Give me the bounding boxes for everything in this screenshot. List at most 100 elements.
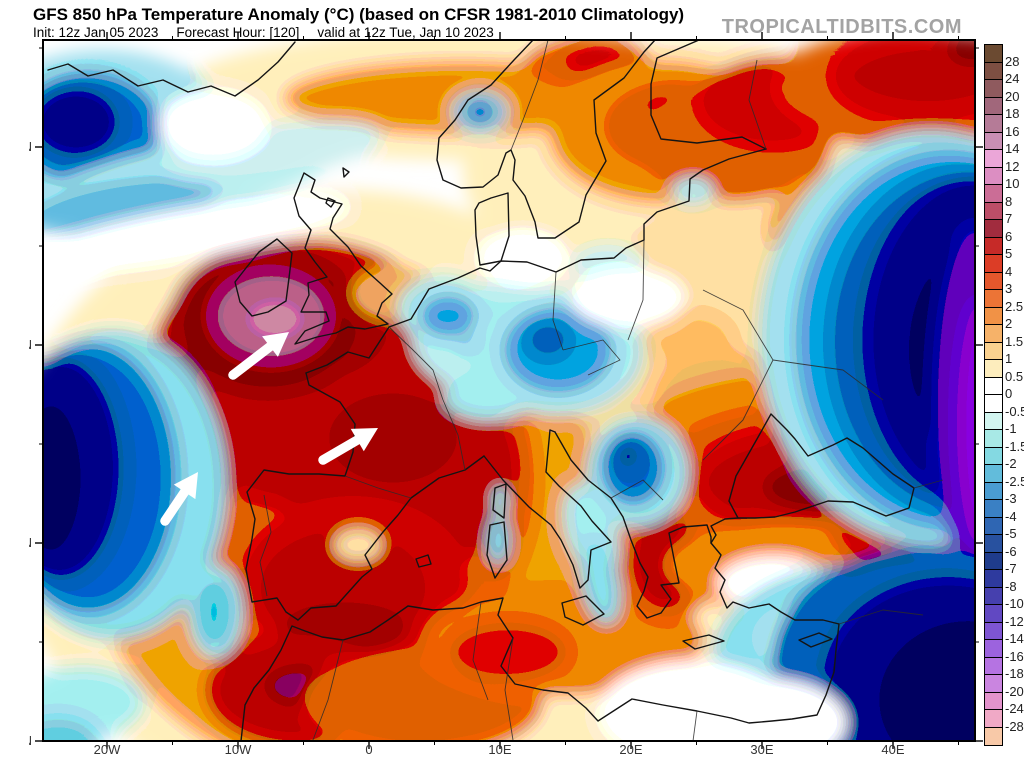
colorbar-label: -10: [1005, 596, 1024, 611]
colorbar-segment: [985, 587, 1002, 605]
colorbar-segment: [985, 255, 1002, 273]
colorbar-label: 24: [1005, 71, 1020, 86]
coastline-crete: [682, 634, 725, 650]
annotation-arrows: [160, 332, 378, 526]
init-time-label: Init: 12z Jan 05 2023: [33, 25, 159, 40]
colorbar-label: -7: [1005, 561, 1017, 576]
coastline-iberia-france: [245, 372, 356, 621]
coastline-greece: [636, 524, 712, 619]
colorbar-segment: [985, 80, 1002, 98]
colorbar-label: 3: [1005, 281, 1013, 296]
temperature-anomaly-field: [43, 40, 975, 741]
colorbar-segment: [985, 570, 1002, 588]
anomaly-blob: [43, 396, 89, 560]
colorbar-segment: [985, 412, 1002, 430]
coastline-north-africa-levant: [240, 597, 840, 741]
coastline-sicily: [561, 595, 605, 626]
anomaly-blob: [158, 90, 268, 160]
colorbar-segment: [985, 185, 1002, 203]
colorbar-segment: [985, 430, 1002, 448]
colorbar-label: 8: [1005, 193, 1013, 209]
coastline-turkey-aegean: [710, 517, 840, 625]
colorbar-label: 1: [1005, 351, 1013, 366]
colorbar-label: -2.5: [1005, 473, 1024, 489]
coastline-denmark: [474, 192, 510, 266]
colorbar-label: -20: [1005, 683, 1024, 699]
colorbar-label: -6: [1005, 543, 1017, 559]
colorbar-segment: [985, 727, 1002, 745]
colorbar-segment: [985, 622, 1002, 640]
colorbar-label: 12: [1005, 158, 1020, 174]
colorbar-segment: [985, 150, 1002, 168]
colorbar-segment: [985, 657, 1002, 675]
coastline-iceland: [47, 41, 296, 97]
colorbar-label: 16: [1005, 123, 1020, 139]
colorbar-label: -28: [1005, 718, 1024, 734]
colorbar-label: -8: [1005, 578, 1017, 594]
watermark-tropicaltidbits: TROPICALTIDBITS.COM: [721, 16, 962, 38]
anomaly-blob: [43, 86, 120, 158]
coastline-scandinavia: [436, 40, 656, 239]
anomaly-blob: [164, 121, 382, 183]
valid-time-label: valid at 12z Tue, Jan 10 2023: [317, 25, 494, 40]
anomaly-blob: [464, 99, 496, 125]
colorbar-label: -4: [1005, 508, 1017, 524]
colorbar-segment: [985, 640, 1002, 658]
colorbar-segment: [985, 482, 1002, 500]
colorbar-segment: [985, 290, 1002, 308]
anomaly-blob: [678, 677, 848, 741]
coastline-shetland: [325, 167, 350, 208]
arrow-annotation-head: [262, 332, 289, 357]
coastline-black-sea: [728, 413, 915, 519]
lon-tick-label: 20E: [619, 742, 642, 757]
arrow-annotation-shaft: [318, 435, 363, 465]
colorbar-segment: [985, 692, 1002, 710]
colorbar-label: -18: [1005, 666, 1024, 681]
colorbar-label: -0.5: [1005, 403, 1024, 419]
coastline-mediterranean-spain-france: [297, 455, 485, 621]
colorbar-segment: [985, 517, 1002, 535]
colorbar-segment: [985, 97, 1002, 115]
colorbar-label: 14: [1005, 141, 1020, 156]
coastline-finland: [650, 40, 767, 150]
colorbar-segment: [985, 237, 1002, 255]
colorbar-label: -1: [1005, 421, 1017, 436]
anomaly-blob: [332, 527, 384, 563]
lon-tick-label: 40E: [881, 742, 904, 757]
coastline-north-europe: [305, 148, 767, 374]
colorbar: [984, 44, 1003, 746]
anomaly-blob: [43, 195, 351, 275]
colorbar-label: -5: [1005, 526, 1017, 541]
colorbar-segment: [985, 465, 1002, 483]
anomaly-blob: [528, 324, 568, 356]
country-borders: [259, 40, 944, 741]
anomaly-map: 20W 10W 0 10E 20E 30E 40E 60N 50N 40N 30N: [29, 32, 983, 757]
coastline-corsica: [492, 483, 507, 519]
lat-tick-label: 30N: [29, 733, 32, 748]
lon-tick-label: 20W: [94, 742, 121, 757]
colorbar-segment: [985, 535, 1002, 553]
forecast-info-line: Init: 12z Jan 05 2023 Forecast Hour: [12…: [33, 25, 494, 40]
anomaly-blob: [477, 228, 569, 288]
colorbar-label: 18: [1005, 106, 1020, 121]
colorbar-segment: [985, 62, 1002, 80]
colorbar-segment: [985, 447, 1002, 465]
lat-tick-label: 50N: [29, 337, 32, 352]
coastline-sardinia: [486, 521, 508, 579]
coastlines: [47, 40, 915, 741]
page-title: GFS 850 hPa Temperature Anomaly (°C) (ba…: [33, 5, 685, 24]
lon-tick-label: 10E: [488, 742, 511, 757]
anomaly-blob: [947, 40, 975, 65]
lon-tick-label: 30E: [750, 742, 773, 757]
lat-tick-label: 60N: [29, 139, 32, 154]
arrow-annotation-head: [350, 428, 378, 452]
colorbar-label: 0.5: [1005, 368, 1024, 384]
colorbar-label: -1.5: [1005, 438, 1024, 454]
anomaly-blob: [671, 176, 715, 204]
map-axes: 20W 10W 0 10E 20E 30E 40E 60N 50N 40N 30N: [29, 32, 983, 757]
colorbar-label: -16: [1005, 648, 1024, 664]
colorbar-label: 2: [1005, 316, 1013, 331]
arrow-annotation-shaft: [160, 487, 190, 526]
coastline-great-britain: [293, 172, 393, 345]
